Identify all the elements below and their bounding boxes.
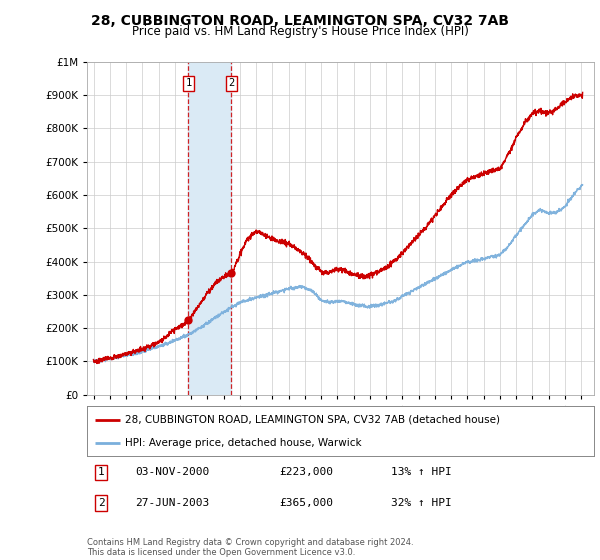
Bar xyxy=(188,62,232,395)
Text: 28, CUBBINGTON ROAD, LEAMINGTON SPA, CV32 7AB: 28, CUBBINGTON ROAD, LEAMINGTON SPA, CV3… xyxy=(91,14,509,28)
Text: Contains HM Land Registry data © Crown copyright and database right 2024.
This d: Contains HM Land Registry data © Crown c… xyxy=(87,538,413,557)
Text: 13% ↑ HPI: 13% ↑ HPI xyxy=(391,468,452,477)
Text: 27-JUN-2003: 27-JUN-2003 xyxy=(135,498,209,508)
Text: 03-NOV-2000: 03-NOV-2000 xyxy=(135,468,209,477)
Text: £365,000: £365,000 xyxy=(280,498,334,508)
Text: 28, CUBBINGTON ROAD, LEAMINGTON SPA, CV32 7AB (detached house): 28, CUBBINGTON ROAD, LEAMINGTON SPA, CV3… xyxy=(125,414,500,424)
Text: 1: 1 xyxy=(98,468,104,477)
Text: 2: 2 xyxy=(98,498,104,508)
Text: 32% ↑ HPI: 32% ↑ HPI xyxy=(391,498,452,508)
Text: 2: 2 xyxy=(229,78,235,88)
Text: HPI: Average price, detached house, Warwick: HPI: Average price, detached house, Warw… xyxy=(125,438,362,448)
Text: 1: 1 xyxy=(185,78,191,88)
Text: £223,000: £223,000 xyxy=(280,468,334,477)
Text: Price paid vs. HM Land Registry's House Price Index (HPI): Price paid vs. HM Land Registry's House … xyxy=(131,25,469,38)
